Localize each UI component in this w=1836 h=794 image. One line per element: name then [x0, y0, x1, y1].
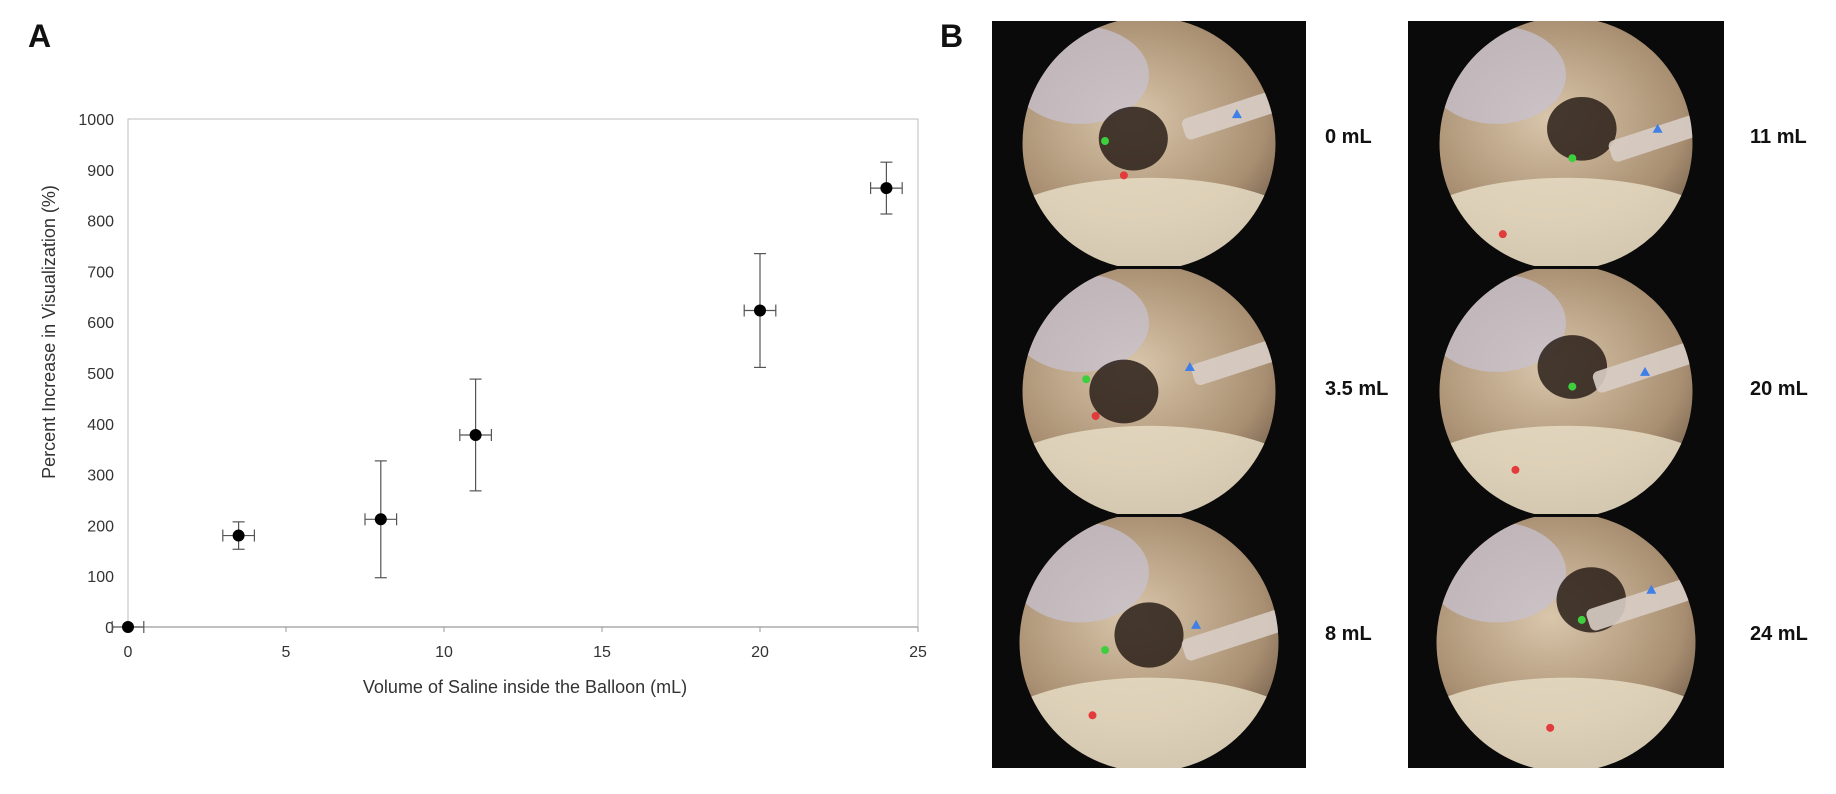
y-tick-label: 900	[87, 163, 114, 180]
y-tick-label: 0	[105, 620, 114, 637]
x-tick-label: 5	[282, 644, 291, 661]
data-marker	[469, 428, 482, 441]
endoscope-view	[1022, 21, 1276, 266]
endoscope-view	[1439, 21, 1693, 266]
x-tick-label: 0	[124, 644, 133, 661]
volume-label-3.5ml: 3.5 mL	[1325, 378, 1389, 400]
endoscope-view	[1436, 517, 1696, 768]
data-marker	[122, 621, 134, 633]
x-tick-label: 20	[751, 644, 769, 661]
y-tick-label: 300	[87, 468, 114, 485]
volume-label-24ml: 24 mL	[1750, 623, 1808, 645]
data-marker	[880, 182, 893, 195]
volume-label-8ml: 8 mL	[1325, 623, 1372, 645]
volume-label-0ml: 0 mL	[1325, 126, 1372, 148]
endoscopy-image-8ml	[992, 517, 1306, 768]
data-marker	[232, 529, 245, 542]
endoscopy-image-0ml	[992, 21, 1306, 266]
y-tick-label: 500	[87, 366, 114, 383]
endoscope-view	[1439, 269, 1693, 514]
endoscopy-image-24ml	[1408, 517, 1724, 768]
endoscopy-image-3.5ml	[992, 269, 1306, 514]
x-tick-label: 15	[593, 644, 611, 661]
data-marker	[754, 304, 766, 317]
endoscopy-image-11ml	[1408, 21, 1724, 266]
endoscopy-image-20ml	[1408, 269, 1724, 514]
x-tick-label: 10	[435, 644, 453, 661]
data-point	[111, 621, 145, 633]
y-tick-label: 100	[87, 569, 114, 586]
plot-frame	[127, 118, 919, 628]
endoscopy-column-right	[1408, 21, 1724, 768]
y-tick-label: 400	[87, 417, 114, 434]
data-marker	[374, 513, 387, 526]
chart-axes	[127, 118, 919, 632]
panel-b-letter: B	[940, 18, 964, 54]
data-point	[222, 521, 255, 550]
chart-tick-labels: 0 5 10 15 20 25 0 100 200 300 400 500 600 700 800 900 10…	[78, 112, 927, 661]
data-point	[743, 253, 777, 369]
x-tick-label: 25	[909, 644, 927, 661]
data-point	[459, 378, 492, 492]
y-tick-label: 200	[87, 518, 114, 535]
chart-points	[111, 161, 903, 633]
volume-label-20ml: 20 mL	[1750, 378, 1808, 400]
y-tick-label: 600	[87, 315, 114, 332]
endoscopy-column-left	[992, 21, 1306, 768]
y-tick-label: 800	[87, 214, 114, 231]
endoscope-view	[1022, 269, 1276, 514]
y-axis-label: Percent Increase in Visualization (%)	[39, 185, 59, 479]
endoscope-view	[1019, 517, 1279, 768]
volume-label-11ml: 11 mL	[1750, 126, 1807, 148]
data-point	[364, 460, 398, 579]
scatter-chart: 0 5 10 15 20 25 0 100 200 300 400 500 600 700 800 900 10…	[39, 112, 927, 697]
x-axis-label: Volume of Saline inside the Balloon (mL)	[363, 677, 687, 697]
y-tick-label: 1000	[78, 112, 114, 129]
panel-a-letter: A	[28, 18, 52, 54]
y-tick-label: 700	[87, 264, 114, 281]
data-point	[869, 161, 903, 215]
